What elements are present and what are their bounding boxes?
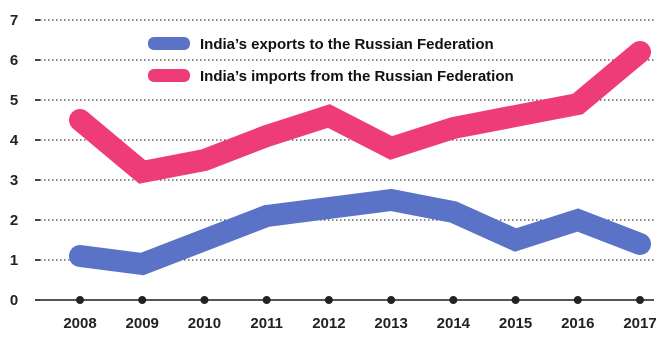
x-tick-label: 2008 [63,315,96,332]
y-tick-label: 2 [10,212,18,229]
x-tick-dot [387,296,396,304]
data-point [452,211,454,213]
x-tick-label: 2017 [623,315,656,332]
data-point [328,115,330,117]
x-tick-dot [449,296,458,304]
series-layer [69,41,651,276]
x-tick-label: 2010 [188,315,221,332]
series-line-imports [69,41,651,184]
y-tick-label: 3 [10,172,18,189]
x-tick-label: 2011 [250,315,283,332]
x-axis-ticks: 2008 2009 2010 2011 2012 2013 2014 2015 2016 2017 [63,296,657,332]
x-tick-dot [262,296,271,304]
data-point [79,119,81,121]
x-tick-label: 2015 [499,315,532,332]
data-point [390,147,392,149]
data-point [266,215,268,217]
x-tick-label: 2016 [561,315,594,332]
x-tick-dot [573,296,582,304]
x-tick-label: 2013 [374,315,407,332]
legend: India’s exports to the Russian Federatio… [148,36,514,85]
y-tick-label: 6 [10,52,18,69]
data-point [328,207,330,209]
x-tick-dot [138,296,147,304]
data-point [203,239,205,241]
data-point [390,199,392,201]
x-tick-dot [511,296,520,304]
legend-label: India’s imports from the Russian Federat… [200,68,514,85]
legend-swatch [148,69,190,82]
y-axis-ticks: 0 1 2 3 4 5 6 7 [10,12,40,309]
x-tick-label: 2009 [126,315,159,332]
x-tick-dot [200,296,209,304]
x-tick-label: 2012 [312,315,345,332]
y-tick-label: 1 [10,252,18,269]
data-point [639,243,641,245]
y-tick-label: 5 [10,92,18,109]
data-point [515,239,517,241]
data-point [141,263,143,265]
data-point [141,171,143,173]
y-tick-label: 7 [10,12,18,29]
data-point [203,159,205,161]
data-point [266,135,268,137]
data-point [577,103,579,105]
data-point [515,115,517,117]
x-tick-dot [324,296,333,304]
y-tick-label: 0 [10,292,18,309]
data-point [639,51,641,53]
legend-swatch [148,37,190,50]
x-tick-dot [76,296,84,304]
y-tick-label: 4 [10,132,19,149]
data-point [79,255,81,257]
legend-label: India’s exports to the Russian Federatio… [200,36,494,53]
data-point [452,127,454,129]
series-line-exports [69,188,651,276]
x-tick-label: 2014 [437,315,471,332]
x-tick-dot [636,296,644,304]
data-point [577,219,579,221]
